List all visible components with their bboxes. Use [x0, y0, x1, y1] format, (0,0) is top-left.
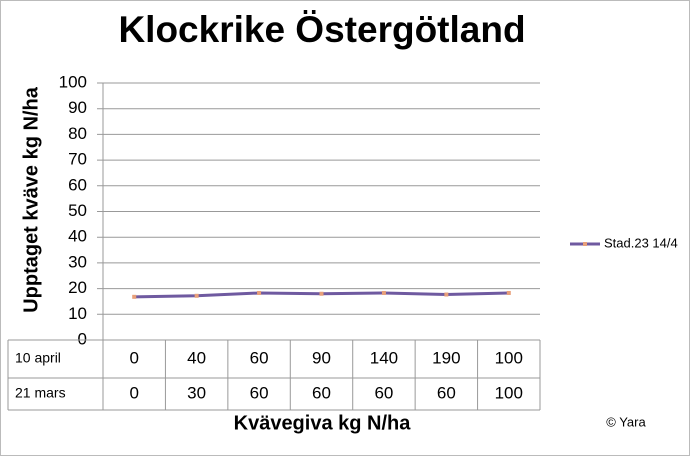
marker	[506, 290, 511, 295]
legend-label: Stad.23 14/4	[604, 235, 678, 250]
chart-title: Klockrike Östergötland	[118, 9, 525, 50]
category-label: 60	[250, 383, 269, 402]
row-label: 21 mars	[15, 385, 66, 401]
y-tick-label: 50	[68, 201, 87, 220]
category-label: 40	[187, 348, 206, 367]
marker	[194, 293, 199, 298]
category-label: 0	[129, 383, 138, 402]
category-label: 60	[437, 383, 456, 402]
marker	[381, 290, 386, 295]
copyright-note: © Yara	[606, 414, 646, 429]
category-label: 0	[129, 348, 138, 367]
category-label: 90	[312, 348, 331, 367]
category-label: 60	[312, 383, 331, 402]
category-label: 100	[495, 348, 523, 367]
y-tick-label: 70	[68, 150, 87, 169]
x-axis-label: Kvävegiva kg N/ha	[234, 412, 412, 434]
category-label: 60	[374, 383, 393, 402]
category-label: 190	[432, 348, 460, 367]
category-label: 100	[495, 383, 523, 402]
y-tick-label: 40	[68, 227, 87, 246]
y-tick-label: 100	[59, 72, 87, 91]
marker	[257, 290, 262, 295]
y-axis-label: Upptaget kväve kg N/ha	[20, 86, 42, 313]
y-tick-label: 10	[68, 304, 87, 323]
marker	[444, 292, 449, 297]
y-tick-label: 30	[68, 252, 87, 271]
legend-marker	[583, 242, 587, 246]
category-label: 30	[187, 383, 206, 402]
y-tick-label: 90	[68, 98, 87, 117]
marker	[319, 291, 324, 296]
category-label: 140	[370, 348, 398, 367]
y-tick-label: 80	[68, 124, 87, 143]
row-label: 10 april	[15, 350, 61, 366]
category-label: 60	[250, 348, 269, 367]
y-tick-label: 0	[78, 329, 87, 348]
y-tick-label: 60	[68, 175, 87, 194]
y-tick-label: 20	[68, 278, 87, 297]
marker	[132, 294, 137, 299]
